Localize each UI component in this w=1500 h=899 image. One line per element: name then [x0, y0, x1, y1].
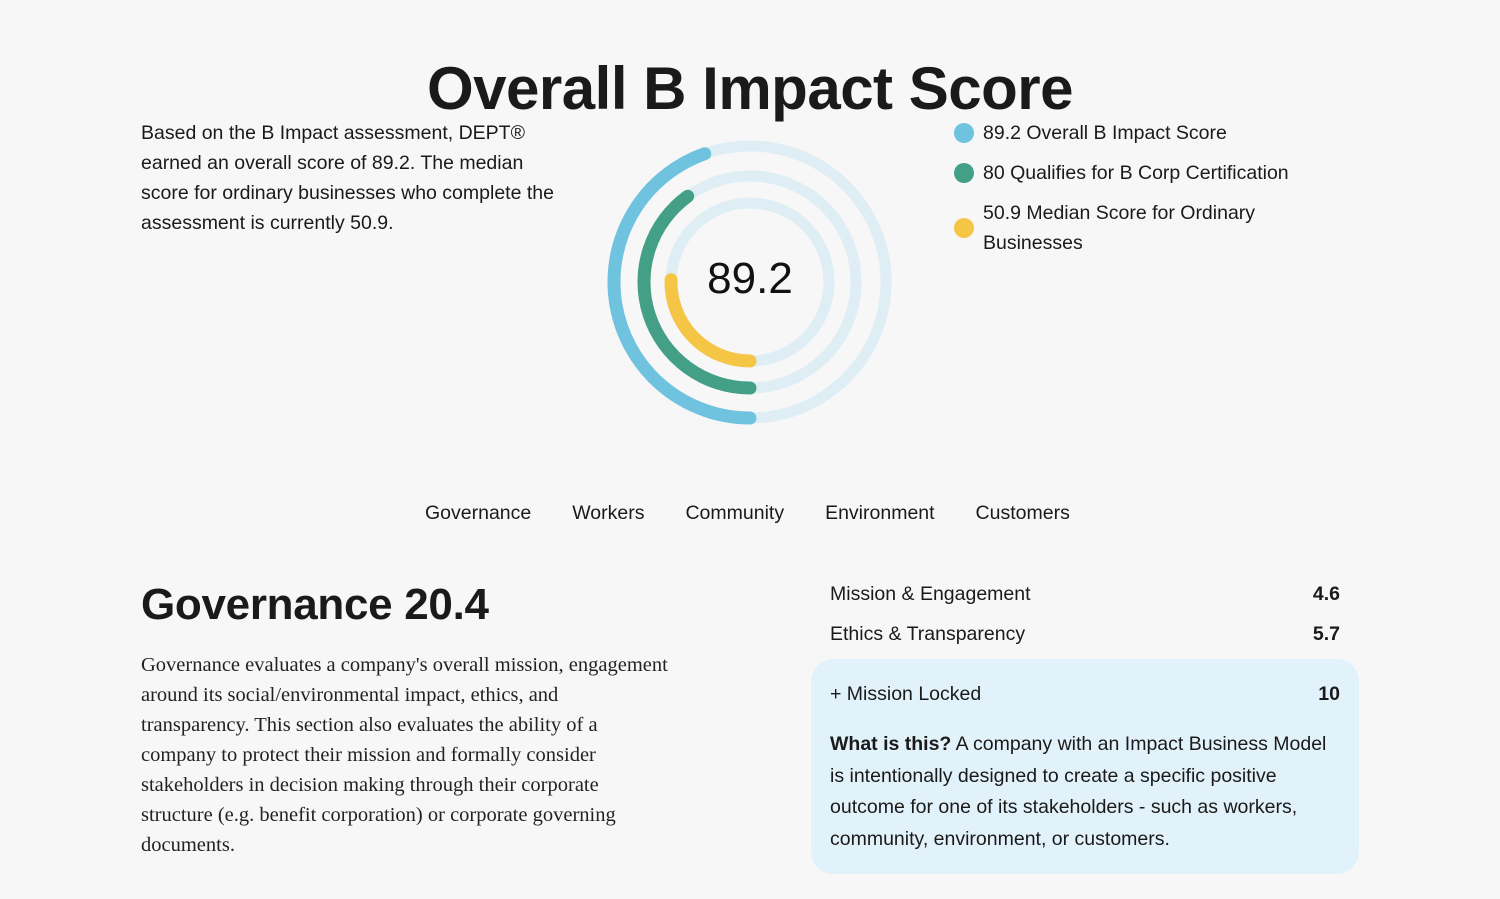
tab-governance[interactable]: Governance: [425, 502, 532, 524]
tab-workers[interactable]: Workers: [572, 502, 645, 524]
legend-dot-icon: [954, 218, 974, 238]
metric-label: Ethics & Transparency: [830, 623, 1026, 645]
tab-community[interactable]: Community: [685, 502, 785, 524]
ring-arc-overall: [607, 147, 757, 425]
impact-area-tabs: Governance Workers Community Environment…: [414, 487, 1100, 539]
score-rings-chart: [607, 140, 892, 425]
callout-header[interactable]: + Mission Locked 10: [830, 679, 1340, 709]
section-title: Governance 20.4: [141, 580, 489, 629]
legend-label: 80 Qualifies for B Corp Certification: [983, 162, 1289, 184]
mission-locked-callout[interactable]: + Mission Locked 10 What is this? A comp…: [811, 659, 1359, 874]
intro-text: Based on the B Impact assessment, DEPT® …: [141, 122, 554, 234]
tab-customers[interactable]: Customers: [975, 502, 1070, 524]
ring-arc-median: [664, 273, 757, 368]
legend-item-qualifies: 80 Qualifies for B Corp Certification: [952, 158, 1332, 188]
callout-label[interactable]: + Mission Locked: [830, 683, 982, 705]
metric-value: 5.7: [1312, 623, 1340, 645]
score-legend: 89.2 Overall B Impact Score 80 Qualifies…: [952, 118, 1332, 268]
metric-row-ethics-transparency: Ethics & Transparency 5.7: [830, 618, 1342, 658]
tab-environment[interactable]: Environment: [825, 502, 935, 524]
overall-score-value: 89.2: [707, 254, 793, 303]
legend-dot-icon: [954, 163, 974, 183]
callout-body: What is this? A company with an Impact B…: [830, 729, 1330, 855]
legend-label: 89.2 Overall B Impact Score: [983, 122, 1227, 144]
metric-value: 4.6: [1312, 583, 1340, 605]
page-title: Overall B Impact Score: [427, 55, 1073, 123]
callout-lead: What is this?: [830, 733, 952, 755]
legend-dot-icon: [954, 123, 974, 143]
legend-label: 50.9 Median Score for Ordinary Businesse…: [983, 202, 1256, 254]
callout-value: 10: [1318, 683, 1340, 705]
callout-text: A company with an Impact Business Model …: [830, 733, 1327, 850]
metric-row-mission-engagement: Mission & Engagement 4.6: [830, 578, 1342, 618]
metric-label: Mission & Engagement: [830, 583, 1031, 605]
metric-list: Mission & Engagement 4.6 Ethics & Transp…: [830, 578, 1342, 658]
legend-item-overall: 89.2 Overall B Impact Score: [952, 118, 1332, 148]
section-description: Governance evaluates a company's overall…: [141, 654, 668, 856]
legend-item-median: 50.9 Median Score for Ordinary Businesse…: [952, 198, 1283, 258]
ring-arc-qualifies: [637, 189, 757, 395]
